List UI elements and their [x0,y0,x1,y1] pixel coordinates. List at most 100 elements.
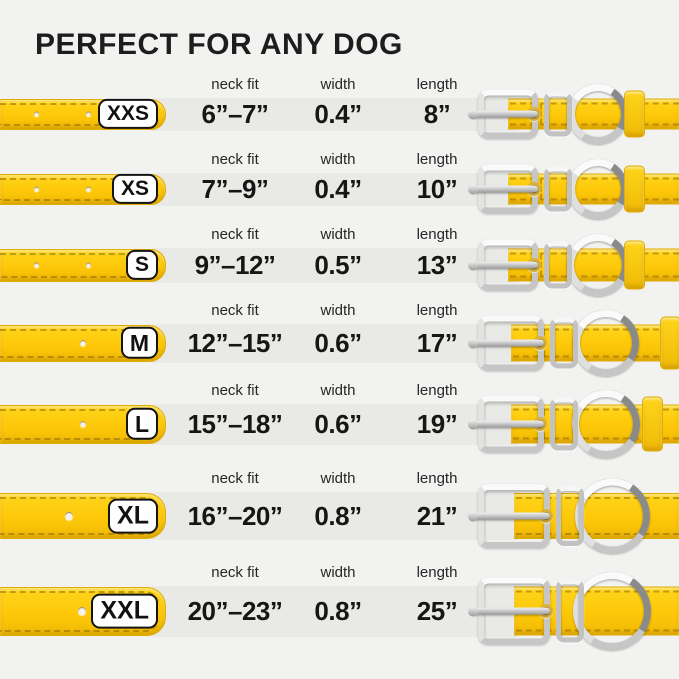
stitch-hole [65,512,73,520]
buckle-pin-icon [468,184,538,194]
buckle-pin-icon [468,606,550,616]
column-header-length: length [416,381,458,399]
width-value: 0.5” [314,250,362,280]
column-header-length: length [416,75,458,93]
buckle-pin-icon [468,419,544,429]
column-header-neck-fit: neck fit [211,150,259,168]
collar-hardware [468,303,679,384]
column-header-length: length [416,301,458,319]
collar-strap-left: XXS [0,98,166,130]
collar-strap-left: XS [0,173,166,205]
length-value: 10” [416,174,458,204]
yellow-keeper [624,165,645,213]
collar-strap-left: L [0,404,166,444]
d-ring-icon [568,84,628,144]
column-header-length: length [416,470,458,487]
length-value: 19” [416,409,458,439]
row-background-band [152,403,518,445]
stitch-hole [86,111,91,117]
size-badge: XL [108,498,158,534]
width-value: 0.6” [314,328,362,358]
length-value: 13” [416,250,458,280]
buckle-pin-icon [468,109,538,119]
d-ring-icon [573,572,651,650]
length-value: 8” [423,99,451,129]
metal-keeper-icon [544,91,572,137]
length-value: 25” [416,596,458,626]
yellow-keeper [642,396,663,452]
d-ring-icon [568,159,628,219]
collar-strap-left: XL [0,493,166,539]
d-ring-icon [573,310,639,376]
column-header-length: length [416,150,458,168]
row-background-band [152,585,518,637]
size-badge: XXS [97,98,158,130]
metal-keeper-icon [550,397,578,451]
stitch-hole [80,340,86,346]
column-header-width: width [320,225,356,243]
row-background-band [152,323,518,363]
stitch-hole [86,262,91,268]
collar-strap-left: S [0,248,166,282]
yellow-keeper [624,90,645,138]
width-value: 0.4” [314,174,362,204]
column-header-neck-fit: neck fit [211,75,259,93]
column-header-width: width [320,301,356,319]
collar-hardware [468,227,679,304]
neck-fit-value: 9”–12” [194,250,276,280]
metal-keeper-icon [550,317,578,369]
column-header-width: width [320,381,356,399]
size-badge: M [120,326,158,360]
column-header-width: width [320,563,356,581]
metal-keeper-icon [556,486,584,546]
collar-hardware [468,77,679,152]
buckle-pin-icon [468,260,538,270]
stitch-hole [34,262,39,268]
collar-hardware [468,565,679,658]
collar-strap-left: M [0,324,166,362]
neck-fit-value: 7”–9” [201,174,269,204]
width-value: 0.8” [314,596,362,626]
collar-hardware [468,152,679,227]
neck-fit-value: 15”–18” [187,409,283,439]
d-ring-icon [572,390,640,458]
row-background-band [152,97,518,131]
neck-fit-value: 12”–15” [187,328,283,358]
column-header-neck-fit: neck fit [211,381,259,399]
yellow-keeper [660,316,679,370]
column-header-length: length [416,563,458,581]
size-badge: S [125,249,158,281]
stitch-hole [80,421,86,427]
column-header-length: length [416,225,458,243]
neck-fit-value: 16”–20” [187,501,283,531]
length-value: 21” [416,501,458,531]
column-header-width: width [320,470,356,487]
column-header-neck-fit: neck fit [211,301,259,319]
collar-hardware [468,471,679,561]
metal-keeper-icon [544,166,572,212]
stitch-hole [86,186,91,192]
stitch-hole [34,186,39,192]
column-header-neck-fit: neck fit [211,470,259,487]
size-badge: XS [111,173,158,205]
page-title: PERFECT FOR ANY DOG [35,28,403,61]
collar-hardware [468,383,679,466]
buckle-pin-icon [468,511,550,521]
size-badge: L [125,407,158,441]
neck-fit-value: 6”–7” [201,99,269,129]
column-header-neck-fit: neck fit [211,225,259,243]
width-value: 0.6” [314,409,362,439]
stitch-hole [78,607,86,615]
stitch-hole [34,111,39,117]
d-ring-icon [574,478,650,554]
metal-keeper-icon [544,241,572,289]
column-header-width: width [320,75,356,93]
row-background-band [152,247,518,283]
size-badge: XXL [91,593,158,629]
width-value: 0.4” [314,99,362,129]
d-ring-icon [567,234,629,296]
neck-fit-value: 20”–23” [187,596,283,626]
buckle-pin-icon [468,338,544,348]
row-background-band [152,172,518,206]
